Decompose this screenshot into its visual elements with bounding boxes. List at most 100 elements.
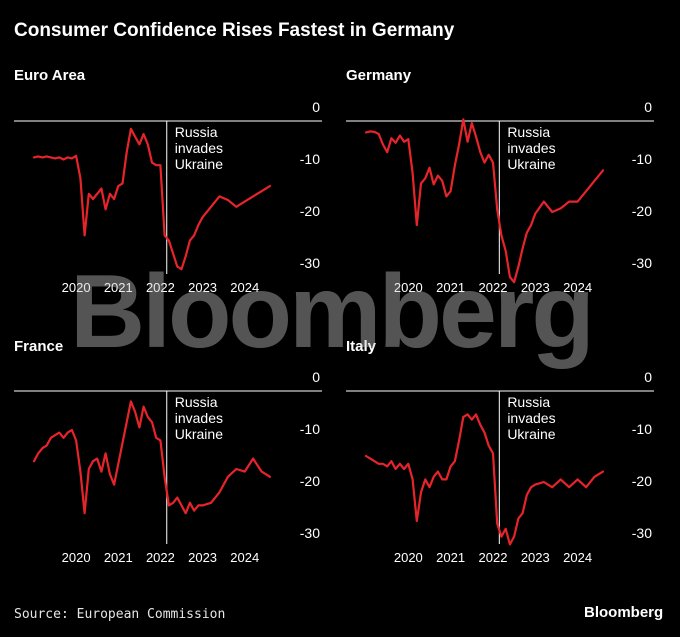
data-point bbox=[83, 234, 86, 237]
data-point bbox=[75, 155, 77, 157]
data-point bbox=[37, 452, 39, 455]
data-point bbox=[471, 418, 473, 421]
data-point bbox=[147, 143, 149, 146]
y-tick-label: -10 bbox=[300, 421, 320, 437]
data-point bbox=[559, 207, 562, 210]
data-point bbox=[243, 200, 246, 203]
data-point bbox=[424, 478, 427, 481]
data-point bbox=[100, 187, 103, 190]
x-tick-label: 2024 bbox=[230, 280, 259, 295]
data-point bbox=[138, 426, 141, 429]
data-point bbox=[513, 281, 515, 284]
data-point bbox=[37, 155, 39, 158]
panel-title: Italy bbox=[346, 338, 377, 355]
data-point bbox=[386, 465, 389, 468]
data-point bbox=[437, 174, 439, 177]
data-point bbox=[163, 476, 166, 478]
data-point bbox=[428, 167, 431, 169]
data-point bbox=[424, 177, 427, 179]
data-point bbox=[513, 535, 515, 538]
y-tick-label: 0 bbox=[312, 369, 320, 385]
data-point bbox=[411, 172, 414, 174]
data-point bbox=[79, 470, 82, 473]
y-tick-label: -10 bbox=[632, 421, 652, 437]
data-point bbox=[260, 190, 263, 192]
data-point bbox=[121, 442, 124, 444]
data-point bbox=[602, 470, 604, 473]
data-point bbox=[411, 478, 414, 481]
y-tick-label: -30 bbox=[300, 525, 320, 541]
data-point bbox=[445, 478, 448, 481]
data-point bbox=[235, 468, 238, 470]
data-point bbox=[172, 502, 174, 504]
data-point bbox=[517, 265, 520, 268]
data-point bbox=[189, 502, 191, 504]
data-point bbox=[193, 509, 195, 512]
x-tick-label: 2021 bbox=[436, 280, 465, 295]
data-point bbox=[117, 185, 120, 187]
series-line bbox=[32, 400, 272, 515]
data-point bbox=[142, 405, 145, 408]
data-point bbox=[593, 180, 596, 182]
data-point bbox=[176, 496, 179, 499]
data-point bbox=[420, 491, 422, 494]
data-point bbox=[41, 447, 44, 450]
y-tick-label: -20 bbox=[300, 203, 320, 219]
data-point bbox=[369, 457, 372, 460]
data-point bbox=[54, 157, 56, 160]
data-point bbox=[50, 437, 52, 439]
data-point bbox=[394, 468, 397, 470]
data-point bbox=[492, 452, 494, 455]
data-point bbox=[269, 476, 271, 478]
data-point bbox=[147, 416, 149, 418]
data-point bbox=[201, 216, 204, 218]
y-tick-label: 0 bbox=[644, 99, 652, 115]
data-point bbox=[483, 161, 486, 164]
data-point bbox=[113, 198, 115, 200]
data-point bbox=[585, 486, 587, 489]
data-point bbox=[66, 156, 69, 159]
data-point bbox=[479, 151, 482, 153]
data-point bbox=[58, 431, 61, 434]
data-point bbox=[369, 130, 372, 133]
annotation-text: Russia bbox=[507, 124, 550, 140]
annotation-text: Russia bbox=[175, 394, 218, 410]
data-point bbox=[75, 439, 77, 442]
data-point bbox=[168, 239, 170, 242]
data-point bbox=[109, 473, 111, 476]
data-point bbox=[45, 155, 48, 158]
x-tick-label: 2022 bbox=[146, 280, 175, 295]
data-point bbox=[390, 137, 393, 139]
x-tick-label: 2022 bbox=[479, 280, 508, 295]
data-point bbox=[593, 476, 596, 478]
x-tick-label: 2020 bbox=[62, 550, 91, 565]
x-tick-label: 2022 bbox=[479, 550, 508, 565]
data-point bbox=[530, 486, 532, 489]
data-point bbox=[403, 468, 405, 470]
data-point bbox=[509, 543, 511, 546]
data-point bbox=[576, 478, 579, 481]
panel-title: Euro Area bbox=[14, 67, 86, 84]
data-point bbox=[227, 476, 229, 478]
data-point bbox=[559, 478, 562, 481]
x-tick-label: 2024 bbox=[563, 280, 592, 295]
x-tick-label: 2023 bbox=[188, 550, 217, 565]
data-point bbox=[227, 199, 229, 201]
x-tick-label: 2023 bbox=[521, 550, 550, 565]
data-point bbox=[445, 195, 448, 198]
source-note: Source: European Commission bbox=[14, 607, 226, 622]
data-point bbox=[585, 190, 587, 192]
data-point bbox=[449, 465, 452, 468]
annotation-text: invades bbox=[507, 140, 555, 156]
data-point bbox=[504, 528, 507, 530]
data-point bbox=[466, 141, 469, 143]
data-point bbox=[441, 478, 444, 481]
data-point bbox=[568, 200, 570, 203]
x-tick-label: 2020 bbox=[394, 550, 423, 565]
data-point bbox=[33, 156, 35, 159]
data-point bbox=[71, 157, 73, 160]
annotation-text: Ukraine bbox=[507, 426, 555, 442]
data-point bbox=[551, 211, 553, 213]
x-tick-label: 2023 bbox=[188, 280, 217, 295]
bloomberg-logo: Bloomberg bbox=[584, 604, 664, 621]
